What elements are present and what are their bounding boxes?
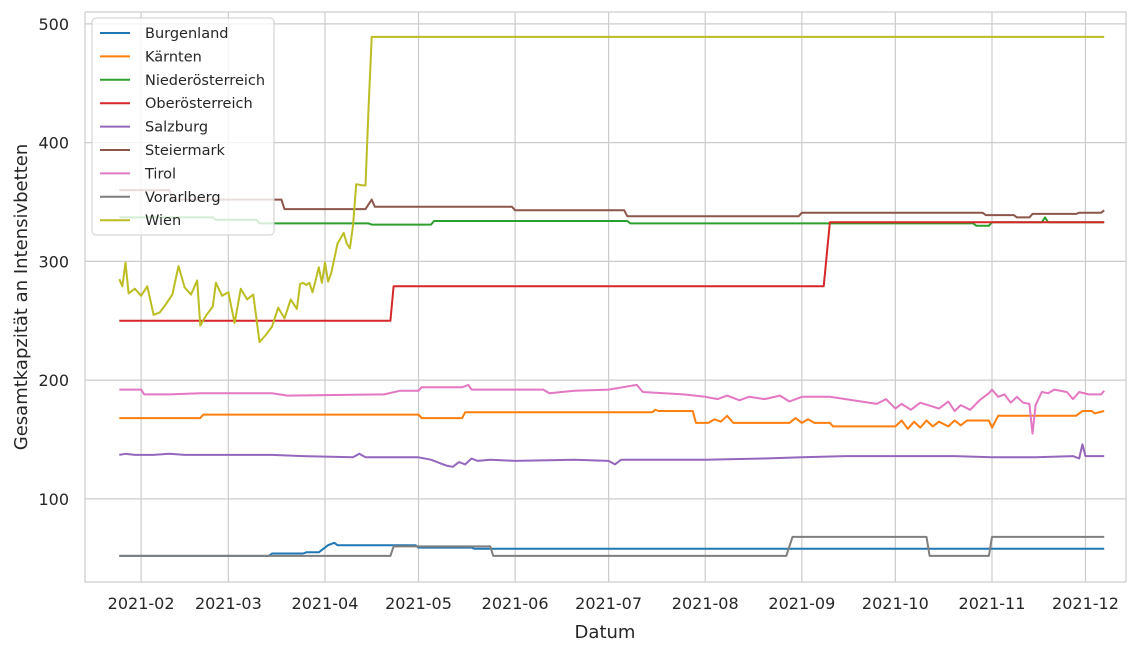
x-tick-label: 2021-08 [672, 594, 739, 613]
legend-label: Kärnten [145, 49, 202, 65]
legend-label: Tirol [144, 166, 176, 182]
legend-label: Niederösterreich [145, 73, 265, 89]
legend-label: Steiermark [145, 143, 225, 159]
x-tick-label: 2021-11 [959, 594, 1026, 613]
legend: Burgenland Kärnten Niederösterreich Oberöst… [91, 17, 275, 236]
y-tick-label: 500 [38, 15, 69, 34]
y-tick-label: 400 [38, 134, 69, 153]
legend-box [91, 17, 275, 236]
series-line-tirol [119, 383, 1105, 435]
x-tick-label: 2021-07 [575, 594, 642, 613]
legend-label: Wien [145, 213, 181, 229]
x-tick-label: 2021-06 [482, 594, 549, 613]
series-line-vorarlberg [119, 535, 1105, 557]
series-line-salzburg [119, 443, 1105, 468]
x-axis-ticks: 2021-02 2021-03 2021-04 2021-05 2021-06 2021-… [108, 594, 1119, 613]
x-axis-label: Datum [575, 622, 636, 643]
series-line-burgenland [119, 541, 1105, 557]
y-tick-label: 100 [38, 490, 69, 509]
legend-label: Oberösterreich [145, 96, 253, 112]
y-axis-label: Gesamtkapzität an Intensivbetten [11, 144, 32, 450]
y-tick-label: 200 [38, 371, 69, 390]
series-lines [118, 35, 1105, 557]
y-tick-label: 300 [38, 252, 69, 271]
series-line-steiermark [119, 189, 1105, 219]
legend-label: Burgenland [145, 26, 228, 42]
x-tick-label: 2021-04 [292, 594, 359, 613]
x-tick-label: 2021-10 [862, 594, 929, 613]
x-tick-label: 2021-05 [385, 594, 452, 613]
series-line-oberoesterreich [119, 221, 1105, 322]
series-line-kaernten [119, 408, 1105, 430]
x-tick-label: 2021-02 [108, 594, 175, 613]
y-axis-ticks: 100 200 300 400 500 [38, 15, 69, 509]
x-tick-label: 2021-12 [1052, 594, 1119, 613]
series-line-wien [118, 35, 1105, 344]
x-tick-label: 2021-03 [195, 594, 262, 613]
grid [85, 12, 1126, 582]
x-tick-label: 2021-09 [768, 594, 835, 613]
legend-label: Vorarlberg [145, 190, 221, 206]
legend-label: Salzburg [145, 120, 208, 136]
